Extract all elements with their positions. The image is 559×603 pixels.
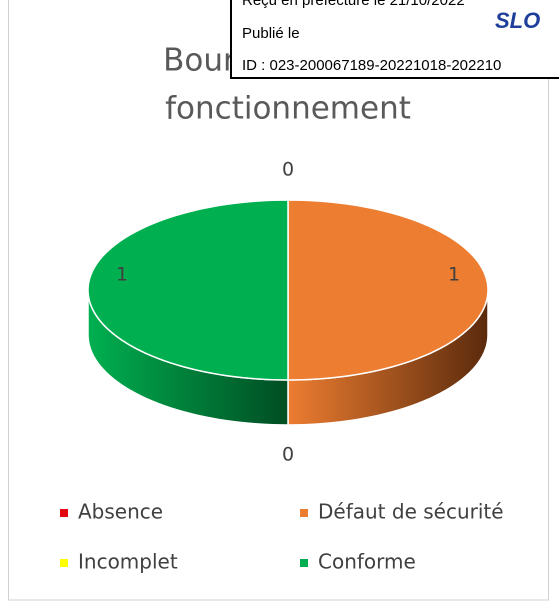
slice <box>287 199 489 381</box>
legend-swatch <box>300 509 308 517</box>
legend-label: Absence <box>78 500 163 524</box>
legend-label: Défaut de sécurité <box>318 500 504 524</box>
legend-swatch <box>60 509 68 517</box>
data-label: 1 <box>116 264 128 286</box>
data-label: 1 <box>448 264 460 286</box>
data-label: 0 <box>282 444 294 466</box>
stamp-line: Publié le <box>242 25 300 42</box>
data-labels: 0 1 0 1 <box>116 159 460 466</box>
title-line: fonctionnement <box>165 91 411 127</box>
data-label: 0 <box>282 159 294 181</box>
legend-swatch <box>60 559 68 567</box>
slice <box>87 199 289 381</box>
stamp-box <box>230 0 559 79</box>
stamp-logo: SLO <box>495 8 540 33</box>
stamp: Reçu en préfecture le 21/10/2022 Publié … <box>230 0 559 79</box>
stamp-line: Reçu en préfecture le 21/10/2022 <box>242 0 465 9</box>
legend-label: Incomplet <box>78 550 178 574</box>
legend: Absence Défaut de sécurité Incomplet Confor… <box>60 500 504 574</box>
pie <box>87 199 489 426</box>
legend-label: Conforme <box>318 550 416 574</box>
stamp-line: ID : 023-200067189-20221018-202210 <box>242 57 501 74</box>
legend-swatch <box>300 559 308 567</box>
